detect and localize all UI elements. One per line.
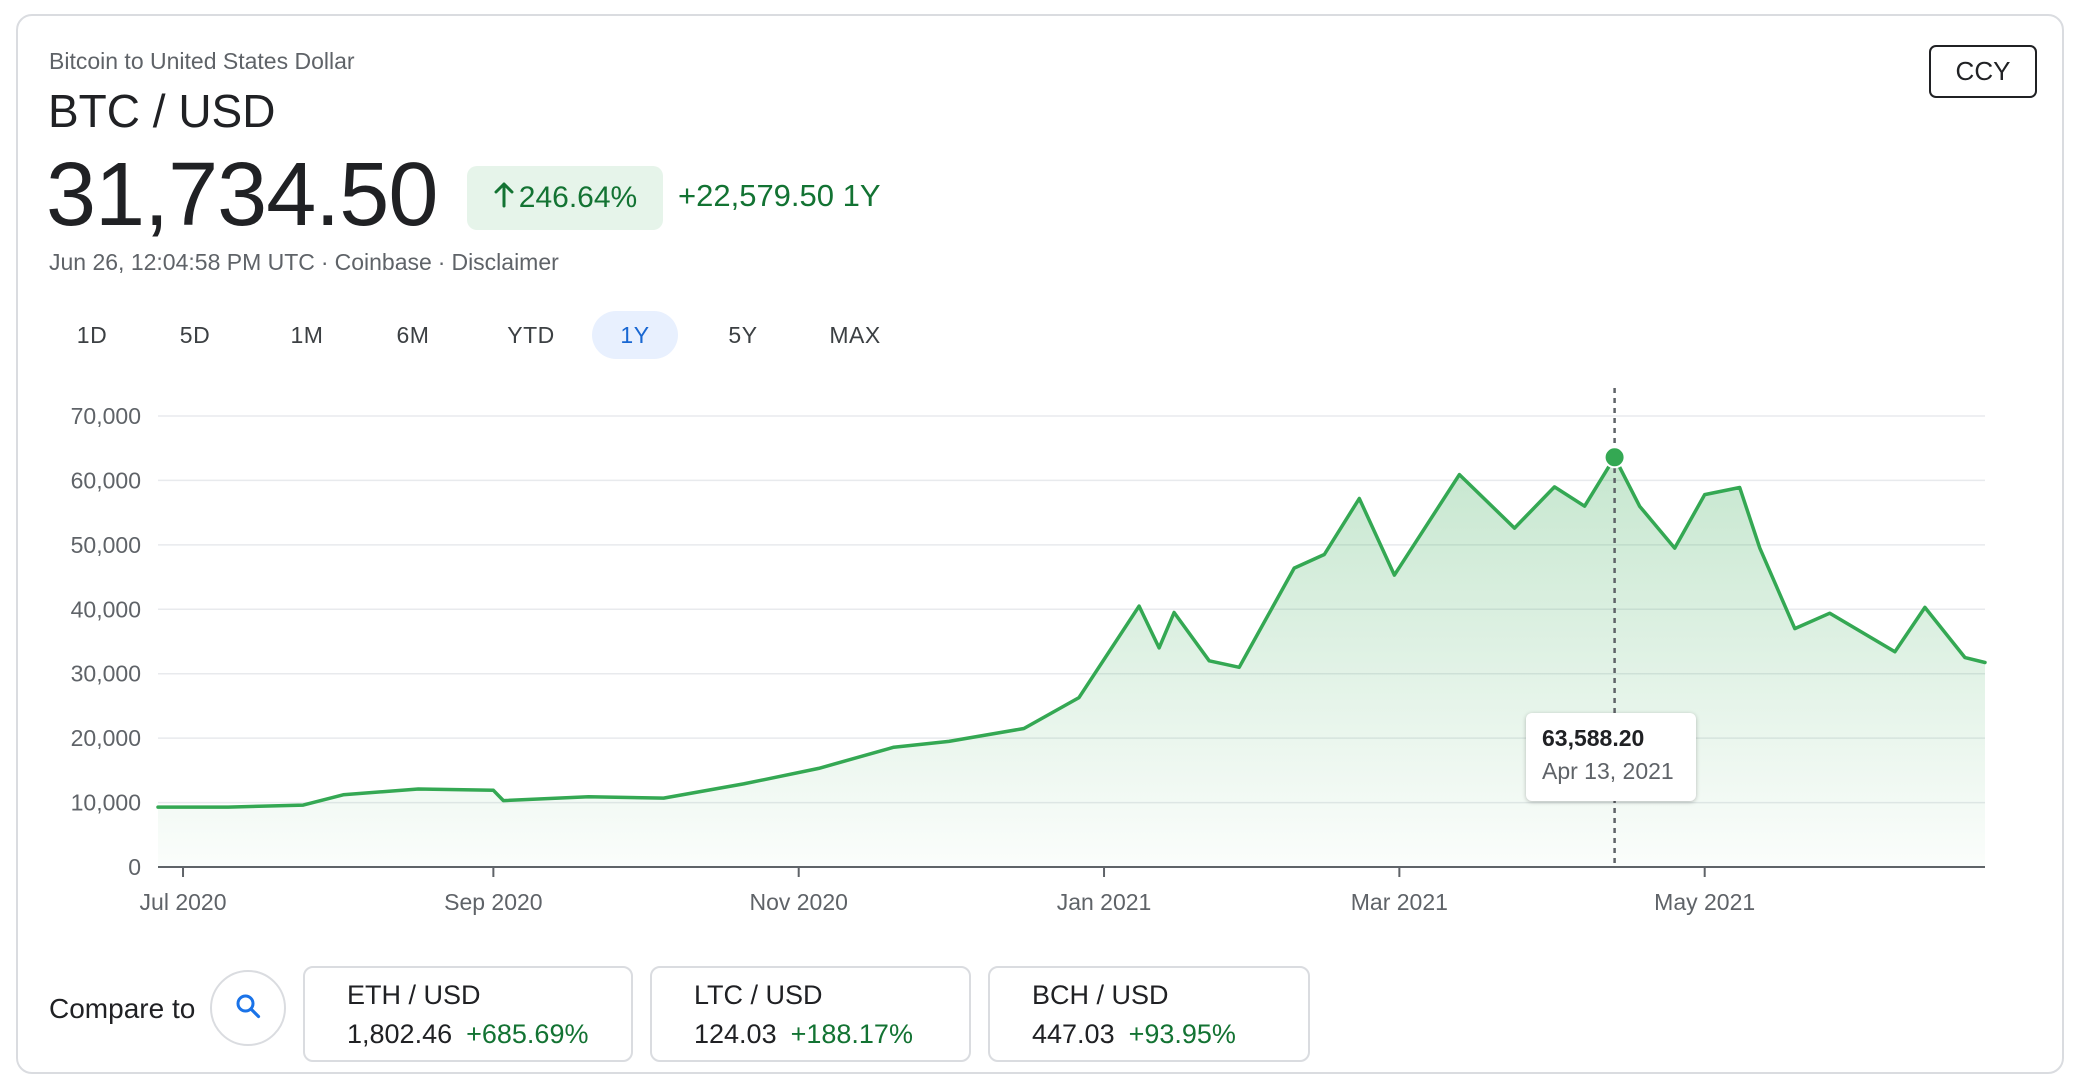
compare-card-bch[interactable]: BCH / USD 447.03 +93.95%: [988, 966, 1310, 1062]
tab-ytd[interactable]: YTD: [507, 322, 555, 348]
price-area: [158, 457, 1985, 867]
compare-search-button[interactable]: [210, 970, 286, 1046]
tab-1d[interactable]: 1D: [76, 322, 108, 348]
y-tick-label: 60,000: [71, 467, 141, 493]
search-icon: [234, 992, 262, 1025]
x-tick-label: Sep 2020: [444, 889, 542, 915]
y-tick-label: 50,000: [71, 532, 141, 558]
tab-1y[interactable]: 1Y: [592, 311, 678, 359]
y-tick-label: 0: [128, 854, 141, 880]
absolute-change: +22,579.50 1Y: [678, 178, 881, 213]
price-chart[interactable]: 70,000 60,000 50,000 40,000 30,000 20,000 10,0…: [0, 380, 2080, 940]
timestamp: Jun 26, 12:04:58 PM UTC: [49, 249, 315, 275]
page-title: BTC / USD: [48, 85, 276, 137]
tab-1m[interactable]: 1M: [290, 322, 324, 348]
price-line: [156, 455, 1987, 809]
chart-tooltip: 63,588.20 Apr 13, 2021: [1526, 713, 1696, 801]
compare-change: +93.95%: [1128, 1019, 1236, 1049]
x-tick-label: Jan 2021: [1057, 889, 1152, 915]
arrow-up-icon: [493, 182, 515, 214]
tab-5y[interactable]: 5Y: [728, 322, 758, 348]
compare-pair: ETH / USD: [347, 980, 481, 1010]
percent-change-badge: 246.64%: [467, 166, 663, 230]
source-link[interactable]: Coinbase: [334, 249, 432, 275]
tooltip-date: Apr 13, 2021: [1542, 758, 1674, 784]
compare-price: 124.03: [694, 1019, 777, 1049]
tab-6m[interactable]: 6M: [396, 322, 430, 348]
compare-pair: LTC / USD: [694, 980, 823, 1010]
x-tick-label: Mar 2021: [1351, 889, 1448, 915]
tooltip-value: 63,588.20: [1542, 725, 1645, 751]
x-tick-label: Jul 2020: [140, 889, 227, 915]
compare-change: +188.17%: [790, 1019, 913, 1049]
ccy-button[interactable]: CCY: [1929, 45, 2037, 98]
separator: ·: [437, 249, 446, 275]
tab-max[interactable]: MAX: [829, 322, 881, 348]
y-tick-label: 30,000: [71, 661, 141, 687]
compare-card-ltc[interactable]: LTC / USD 124.03 +188.17%: [650, 966, 971, 1062]
compare-pair: BCH / USD: [1032, 980, 1169, 1010]
compare-label: Compare to: [49, 993, 196, 1024]
disclaimer-link[interactable]: Disclaimer: [451, 249, 559, 275]
y-tick-label: 20,000: [71, 725, 141, 751]
x-tick-label: May 2021: [1654, 889, 1755, 915]
asset-subtitle: Bitcoin to United States Dollar: [49, 48, 355, 74]
y-tick-label: 70,000: [71, 403, 141, 429]
compare-change: +685.69%: [466, 1019, 589, 1049]
tab-5d[interactable]: 5D: [179, 322, 211, 348]
current-price: 31,734.50: [46, 145, 438, 245]
y-tick-label: 40,000: [71, 596, 141, 622]
compare-price: 1,802.46: [347, 1019, 453, 1049]
separator: ·: [320, 249, 329, 275]
percent-change-value: 246.64%: [518, 181, 638, 214]
y-tick-label: 10,000: [71, 790, 141, 816]
compare-price: 447.03: [1032, 1019, 1115, 1049]
highlight-point: [1603, 446, 1626, 469]
compare-card-eth[interactable]: ETH / USD 1,802.46 +685.69%: [303, 966, 633, 1062]
price-meta: Jun 26, 12:04:58 PM UTC · Coinbase · Disclai…: [49, 249, 559, 276]
x-tick-label: Nov 2020: [749, 889, 847, 915]
